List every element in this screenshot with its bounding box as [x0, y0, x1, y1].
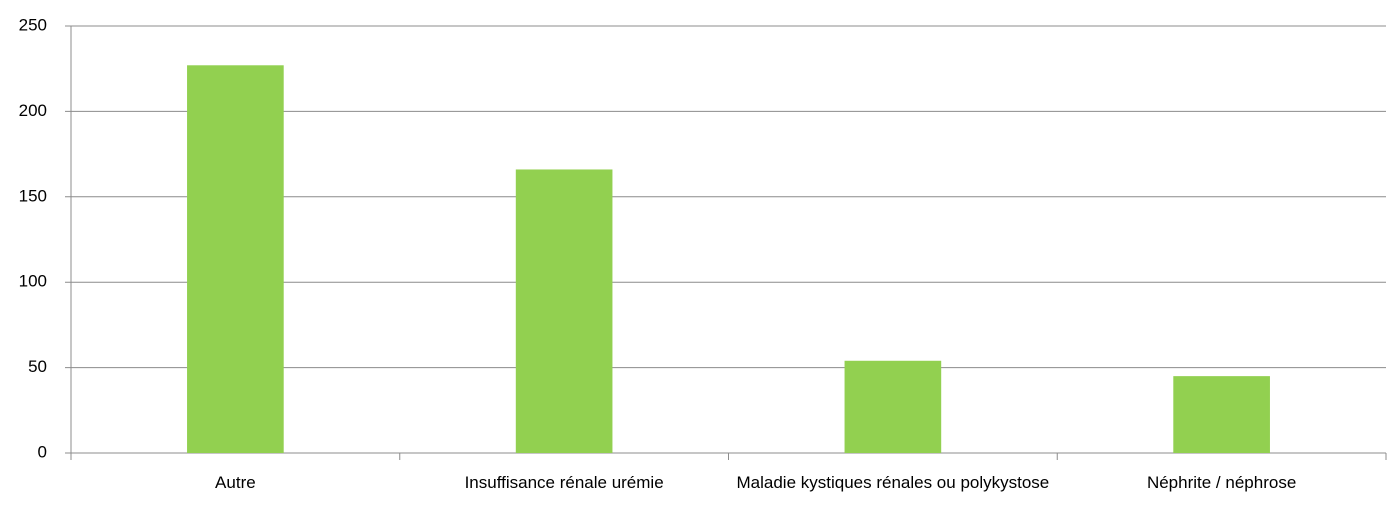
x-tick-label: Autre	[215, 473, 256, 492]
y-tick-label: 0	[38, 442, 47, 461]
bar	[515, 169, 613, 454]
bar	[187, 65, 284, 453]
y-tick-label: 150	[19, 186, 47, 205]
y-tick-label: 250	[19, 15, 47, 34]
x-tick-label: Néphrite / néphrose	[1147, 473, 1296, 492]
y-tick-label: 100	[19, 272, 47, 291]
x-tick-label: Insuffisance rénale urémie	[465, 473, 664, 492]
bar	[844, 360, 942, 453]
x-tick-label: Maladie kystiques rénales ou polykystose	[736, 473, 1049, 492]
y-tick-label: 200	[19, 101, 47, 120]
bar	[1173, 376, 1270, 453]
y-tick-label: 50	[28, 357, 47, 376]
